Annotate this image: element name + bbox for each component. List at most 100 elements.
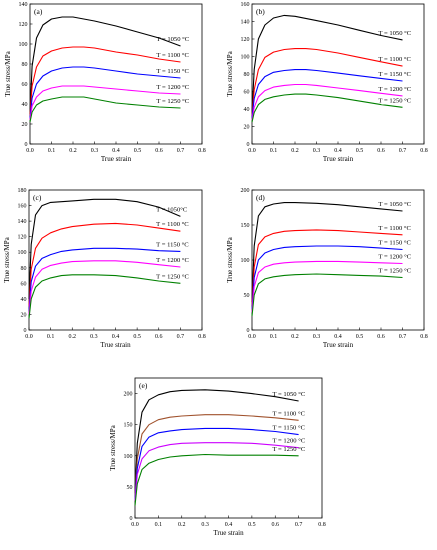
- y-tick-label: 100: [241, 258, 250, 264]
- x-tick-label: 0.2: [178, 522, 186, 528]
- y-tick-label: 140: [18, 219, 27, 225]
- x-tick-label: 0.8: [198, 148, 206, 154]
- x-axis-label: True strain: [100, 341, 131, 349]
- series-line: [251, 273, 403, 317]
- x-tick-label: 0.6: [272, 522, 280, 528]
- y-tick-label: 0: [247, 328, 250, 334]
- series-label: T = 1050 °C: [378, 30, 411, 37]
- series-line: [29, 46, 181, 117]
- series-line: [29, 66, 181, 119]
- series-label: T = 1100 °C: [378, 225, 411, 232]
- x-tick-label: 0.6: [377, 148, 385, 154]
- y-tick-label: 200: [241, 188, 250, 194]
- x-tick-label: 0.0: [248, 334, 256, 340]
- series-label: T = 1050 °C: [156, 36, 189, 43]
- series-line: [251, 202, 403, 303]
- series-line: [251, 48, 403, 117]
- panel-label: (e): [139, 381, 148, 390]
- x-tick-label: 0.4: [112, 334, 120, 340]
- x-tick-label: 0.7: [177, 148, 185, 154]
- y-axis-label: True stress/MPa: [226, 50, 234, 96]
- x-tick-label: 0.5: [133, 334, 141, 340]
- y-tick-label: 0: [130, 516, 133, 522]
- x-tick-label: 0.0: [131, 522, 139, 528]
- panel-label: (b): [256, 7, 265, 16]
- x-tick-label: 0.8: [420, 148, 428, 154]
- series-line: [251, 93, 403, 123]
- y-tick-label: 150: [124, 423, 133, 429]
- panel-label: (d): [256, 193, 265, 202]
- series-line: [134, 427, 299, 500]
- y-tick-label: 120: [241, 37, 250, 43]
- y-tick-label: 0: [25, 142, 28, 148]
- x-tick-label: 0.8: [318, 522, 326, 528]
- series-label: T = 1250 °C: [378, 268, 411, 275]
- x-tick-label: 0.7: [399, 334, 407, 340]
- x-tick-label: 0.6: [155, 334, 163, 340]
- y-tick-label: 120: [19, 22, 28, 28]
- x-tick-label: 0.0: [25, 334, 33, 340]
- y-tick-label: 80: [244, 72, 250, 78]
- series-label: T = 1100 °C: [156, 221, 189, 228]
- x-tick-label: 0.3: [90, 334, 98, 340]
- series-line: [251, 229, 403, 306]
- series-label: T = 1200 °C: [378, 86, 411, 93]
- x-axis-label: True strain: [323, 341, 354, 349]
- series-label: T = 1250 °C: [156, 273, 189, 280]
- x-tick-label: 0.0: [248, 148, 256, 154]
- y-tick-label: 60: [22, 82, 28, 88]
- x-tick-label: 0.1: [48, 148, 56, 154]
- x-axis-label: True strain: [323, 155, 354, 163]
- x-tick-label: 0.4: [225, 522, 233, 528]
- x-tick-label: 0.3: [201, 522, 209, 528]
- y-tick-label: 40: [22, 102, 28, 108]
- y-tick-label: 160: [241, 2, 250, 8]
- x-tick-label: 0.7: [399, 148, 407, 154]
- series-label: T = 1100 °C: [378, 56, 411, 63]
- series-line: [29, 85, 181, 121]
- x-tick-label: 0.7: [295, 522, 303, 528]
- y-axis-label: True stress/MPa: [3, 236, 11, 282]
- y-axis-label: True stress/MPa: [109, 424, 117, 470]
- y-tick-label: 20: [21, 312, 27, 318]
- chart-panel: 0.0 0.1 0.2 0.3 0.4 0.5 0.6 0.7 0.8 0 20 40 60 80 100 1…: [4, 2, 206, 163]
- x-tick-label: 0.1: [270, 148, 278, 154]
- x-axis-label: True strain: [101, 155, 132, 163]
- y-tick-label: 80: [21, 266, 27, 272]
- chart-panel: 0.0 0.1 0.2 0.3 0.4 0.5 0.6 0.7 0.8 0 20 40 60 80 100 1…: [3, 188, 206, 349]
- y-tick-label: 140: [19, 2, 28, 8]
- x-tick-label: 0.5: [356, 148, 364, 154]
- series-label: T = 1100 °C: [156, 52, 189, 59]
- x-tick-label: 0.1: [270, 334, 278, 340]
- x-axis-label: True strain: [213, 529, 244, 537]
- x-tick-label: 0.1: [155, 522, 163, 528]
- y-tick-label: 60: [21, 281, 27, 287]
- y-tick-label: 100: [18, 250, 27, 256]
- chart-panel: 0.0 0.1 0.2 0.3 0.4 0.5 0.6 0.7 0.8 0 50 100 150 200 T…: [226, 188, 428, 349]
- series-line: [134, 389, 299, 494]
- series-label: T = 1200 °C: [156, 84, 189, 91]
- y-tick-label: 20: [22, 122, 28, 128]
- series-label: T = 1250 °C: [156, 98, 189, 105]
- y-tick-label: 150: [241, 223, 250, 229]
- series-label: T = 1050°C: [156, 206, 188, 213]
- y-tick-label: 50: [127, 485, 133, 491]
- y-tick-label: 140: [241, 20, 250, 26]
- series-label: T = 1150 °C: [378, 71, 411, 78]
- y-tick-label: 100: [19, 42, 28, 48]
- y-tick-label: 180: [18, 188, 27, 194]
- series-label: T = 1150 °C: [156, 241, 189, 248]
- series-label: T = 1150 °C: [378, 240, 411, 247]
- chart-panel: 0.0 0.1 0.2 0.3 0.4 0.5 0.6 0.7 0.8 0 20 40 60 80 100 1…: [226, 2, 428, 163]
- chart-panel: 0.0 0.1 0.2 0.3 0.4 0.5 0.6 0.7 0.8 0 50 100 150 200 T…: [109, 377, 326, 537]
- x-tick-label: 0.8: [198, 334, 206, 340]
- y-tick-label: 80: [22, 62, 28, 68]
- y-tick-label: 60: [244, 90, 250, 96]
- series-label: T = 1200 °C: [156, 257, 189, 264]
- series-label: T = 1150 °C: [272, 425, 305, 432]
- x-tick-label: 0.3: [91, 148, 99, 154]
- series-label: T = 1150 °C: [156, 68, 189, 75]
- series-label: T = 1200 °C: [378, 254, 411, 261]
- series-label: T = 1200 °C: [272, 438, 305, 445]
